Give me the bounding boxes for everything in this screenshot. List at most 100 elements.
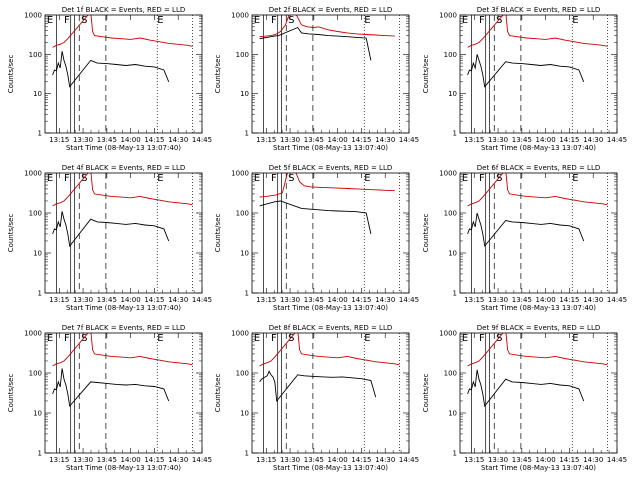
x-tick-label: 14:30	[168, 296, 188, 304]
y-tick-label: 10	[33, 250, 42, 258]
x-axis-label: Start Time (08-May-13 13:07:40)	[273, 464, 388, 472]
plot-frame	[251, 172, 410, 294]
marker-label: E	[462, 173, 468, 184]
x-tick-label: 13:45	[512, 296, 532, 304]
x-axis-label: Start Time (08-May-13 13:07:40)	[481, 144, 596, 152]
x-tick-label: 14:00	[328, 456, 348, 464]
plot-frame	[44, 14, 203, 134]
x-tick-label: 14:45	[399, 456, 419, 464]
marker-label: F	[479, 333, 485, 344]
marker-label: F	[64, 333, 70, 344]
x-tick-label: 13:30	[73, 136, 93, 144]
x-tick-label: 14:30	[168, 456, 188, 464]
marker-label: E	[254, 173, 260, 184]
chart-panel-5: Det 5f BLACK = Events, RED = LLD Counts/s…	[214, 164, 419, 312]
series-line-events	[52, 51, 170, 88]
marker-label: E	[157, 173, 163, 184]
y-tick-label: 1	[453, 290, 457, 298]
marker-label: S	[288, 15, 294, 26]
x-tick-label: 13:45	[97, 136, 117, 144]
x-tick-label: 14:30	[583, 136, 603, 144]
x-tick-label: 13:30	[73, 456, 93, 464]
chart-title: Det 2f BLACK = Events, RED = LLD	[269, 6, 392, 14]
x-tick-label: 13:45	[304, 136, 324, 144]
marker-label: F	[271, 333, 277, 344]
y-tick-label: 100	[236, 210, 249, 218]
chart-title: Det 1f BLACK = Events, RED = LLD	[62, 6, 185, 14]
series-line-lld	[52, 333, 193, 367]
x-tick-label: 14:30	[375, 456, 395, 464]
y-tick-label: 10	[33, 90, 42, 98]
y-tick-label: 10	[33, 410, 42, 418]
chart-title: Det 7f BLACK = Events, RED = LLD	[62, 324, 185, 332]
y-tick-label: 100	[236, 51, 249, 59]
plot-frame	[459, 332, 618, 454]
series-line-lld	[52, 15, 193, 48]
marker-label: S	[288, 333, 294, 344]
y-tick-label: 100	[444, 51, 457, 59]
y-tick-label: 10	[240, 90, 249, 98]
chart-panel-6: Det 6f BLACK = Events, RED = LLD Counts/s…	[422, 164, 627, 312]
series-line-events	[467, 212, 585, 248]
x-axis-label: Start Time (08-May-13 13:07:40)	[273, 144, 388, 152]
x-tick-label: 14:30	[375, 296, 395, 304]
marker-label: S	[496, 333, 502, 344]
y-tick-label: 1	[245, 290, 249, 298]
x-tick-label: 14:00	[328, 136, 348, 144]
series-line-events	[467, 54, 585, 88]
x-tick-label: 14:45	[607, 136, 627, 144]
marker-label: E	[157, 15, 163, 26]
series-line-events	[259, 370, 377, 403]
x-axis-label: Start Time (08-May-13 13:07:40)	[66, 464, 181, 472]
marker-label: F	[271, 15, 277, 26]
x-tick-label: 14:15	[144, 136, 164, 144]
x-tick-label: 14:45	[192, 136, 212, 144]
y-axis-label: Counts/sec	[422, 55, 430, 94]
y-tick-label: 10	[240, 250, 249, 258]
series-line-lld	[467, 15, 608, 48]
series-line-events	[52, 211, 170, 248]
marker-label: E	[572, 333, 578, 344]
y-tick-label: 1	[245, 130, 249, 138]
chart-panel-2: Det 2f BLACK = Events, RED = LLD Counts/s…	[214, 6, 419, 152]
x-tick-label: 13:45	[304, 456, 324, 464]
marker-label: E	[364, 333, 370, 344]
y-tick-label: 100	[29, 210, 42, 218]
x-tick-label: 14:15	[351, 296, 371, 304]
series-line-events	[259, 26, 372, 61]
marker-label: E	[462, 333, 468, 344]
chart-title: Det 4f BLACK = Events, RED = LLD	[62, 164, 185, 172]
x-tick-label: 14:30	[168, 136, 188, 144]
marker-label: S	[496, 173, 502, 184]
chart-title: Det 3f BLACK = Events, RED = LLD	[477, 6, 600, 14]
x-tick-label: 14:00	[121, 456, 141, 464]
marker-label: E	[364, 173, 370, 184]
marker-label: F	[271, 173, 277, 184]
marker-label: F	[64, 173, 70, 184]
marker-label: E	[572, 15, 578, 26]
x-tick-label: 14:15	[144, 456, 164, 464]
x-tick-label: 13:15	[49, 136, 69, 144]
y-tick-label: 1000	[24, 330, 42, 338]
marker-label: E	[364, 15, 370, 26]
series-line-events	[467, 369, 585, 408]
x-tick-label: 13:30	[488, 296, 508, 304]
x-tick-label: 13:30	[280, 136, 300, 144]
x-tick-label: 14:15	[351, 456, 371, 464]
marker-label: E	[462, 15, 468, 26]
y-axis-label: Counts/sec	[422, 374, 430, 413]
y-axis-label: Counts/sec	[422, 214, 430, 253]
marker-label: S	[81, 15, 87, 26]
series-line-lld	[467, 333, 608, 367]
x-tick-label: 13:15	[464, 456, 484, 464]
y-tick-label: 10	[448, 90, 457, 98]
series-line-events	[52, 368, 170, 408]
x-tick-label: 14:45	[399, 296, 419, 304]
x-tick-label: 13:45	[97, 456, 117, 464]
chart-panel-4: Det 4f BLACK = Events, RED = LLD Counts/s…	[7, 164, 212, 312]
